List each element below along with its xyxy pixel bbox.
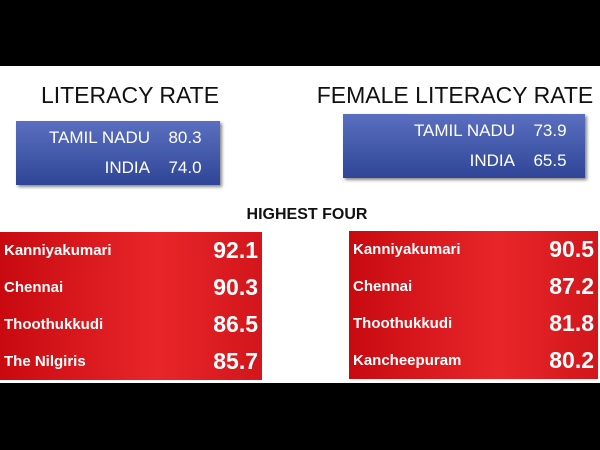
highest-four-female-table: Kanniyakumari 90.5 Chennai 87.2 Thoothukkudi… bbox=[349, 231, 598, 379]
row: Thoothukkudi 86.5 bbox=[0, 306, 262, 343]
row: Kanniyakumari 90.5 bbox=[349, 231, 598, 268]
row-label: Kanniyakumari bbox=[4, 242, 112, 259]
row: Chennai 87.2 bbox=[349, 268, 598, 305]
row-value: 85.7 bbox=[213, 348, 258, 374]
row: INDIA 74.0 bbox=[16, 153, 220, 183]
row: Kanniyakumari 92.1 bbox=[0, 232, 262, 269]
row-value: 87.2 bbox=[549, 273, 594, 299]
row-value: 80.3 bbox=[168, 128, 202, 147]
row: INDIA 65.5 bbox=[343, 146, 585, 176]
row-value: 90.3 bbox=[213, 274, 258, 300]
literacy-table: TAMIL NADU 80.3 INDIA 74.0 bbox=[16, 121, 220, 185]
row-label: INDIA bbox=[104, 158, 150, 177]
row-label: The Nilgiris bbox=[4, 353, 86, 370]
heading: LITERACY RATE bbox=[40, 82, 220, 108]
row-value: 81.8 bbox=[549, 310, 594, 336]
row-value: 90.5 bbox=[549, 236, 594, 262]
highest-four-table: Kanniyakumari 92.1 Chennai 90.3 Thoothukkudi… bbox=[0, 232, 262, 380]
row-value: 74.0 bbox=[168, 158, 202, 177]
row-label: TAMIL NADU bbox=[413, 121, 515, 140]
row-label: Thoothukkudi bbox=[353, 315, 453, 332]
row: TAMIL NADU 80.3 bbox=[16, 123, 220, 153]
row-label: Kancheepuram bbox=[353, 352, 462, 369]
row-label: INDIA bbox=[469, 151, 515, 170]
row-value: 73.9 bbox=[533, 121, 567, 140]
row-value: 80.2 bbox=[549, 347, 594, 373]
row: Kancheepuram 80.2 bbox=[349, 342, 598, 379]
row-label: TAMIL NADU bbox=[48, 128, 150, 147]
row-label: Chennai bbox=[4, 279, 64, 296]
row-value: 86.5 bbox=[213, 311, 258, 337]
row-label: Thoothukkudi bbox=[4, 316, 104, 333]
row-value: 65.5 bbox=[533, 151, 567, 170]
heading: FEMALE LITERACY RATE bbox=[316, 82, 594, 108]
row: Chennai 90.3 bbox=[0, 269, 262, 306]
heading: HIGHEST FOUR bbox=[246, 206, 368, 223]
row: The Nilgiris 85.7 bbox=[0, 343, 262, 380]
row: TAMIL NADU 73.9 bbox=[343, 116, 585, 146]
row-label: Kanniyakumari bbox=[353, 241, 461, 258]
female-literacy-table: TAMIL NADU 73.9 INDIA 65.5 bbox=[343, 114, 585, 178]
row: Thoothukkudi 81.8 bbox=[349, 305, 598, 342]
row-label: Chennai bbox=[353, 278, 413, 295]
row-value: 92.1 bbox=[213, 237, 258, 263]
